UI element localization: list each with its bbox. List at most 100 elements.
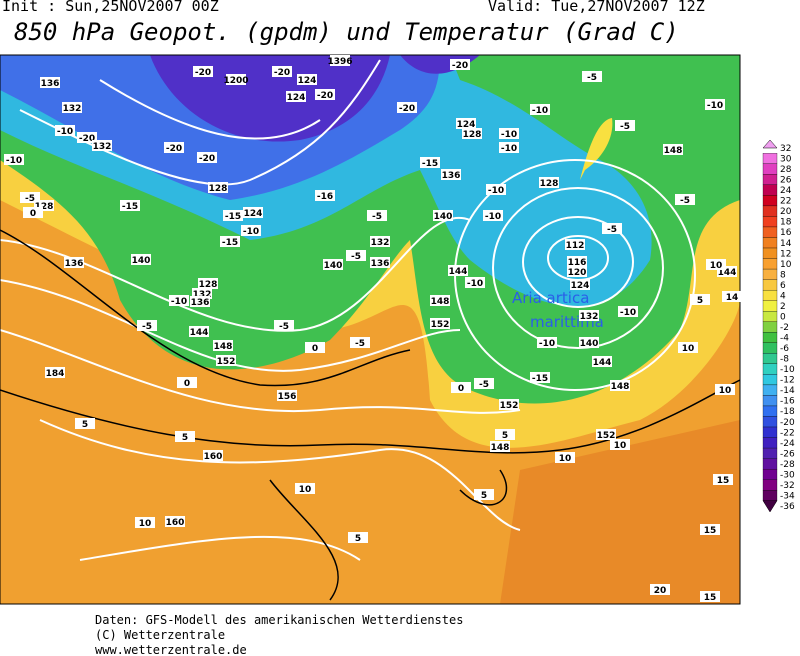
contour-label: -5 [607, 225, 617, 235]
label-box [602, 223, 622, 234]
contour-label: -20 [452, 61, 468, 71]
contour-label: 20 [654, 586, 667, 596]
contour-label: -5 [680, 196, 690, 206]
contour-label: -5 [587, 73, 597, 83]
label-box [277, 390, 297, 401]
label-box [34, 200, 54, 211]
label-box [441, 169, 461, 180]
label-box [350, 337, 370, 348]
colorbar-label: -12 [780, 376, 795, 386]
contour-label: 116 [568, 258, 587, 268]
contour-label: -5 [279, 322, 289, 332]
label-box [433, 210, 453, 221]
colorbar-swatch [762, 458, 778, 470]
colorbar-swatch [762, 353, 778, 365]
contour-label: -16 [317, 192, 333, 202]
contour-label: 112 [566, 241, 585, 251]
colorbar-swatch [762, 416, 778, 428]
contour-label: 140 [434, 212, 453, 222]
colorbar-label: 10 [780, 260, 792, 270]
label-box [537, 337, 557, 348]
contour-label: 10 [614, 441, 627, 451]
label-box [45, 367, 65, 378]
label-box [208, 182, 228, 193]
label-box [610, 380, 630, 391]
label-box [690, 294, 710, 305]
colorbar-swatch [762, 163, 778, 175]
contour-label: 124 [298, 76, 317, 86]
label-box [323, 259, 343, 270]
label-box [241, 225, 261, 236]
label-box [474, 489, 494, 500]
colorbar-label: 32 [780, 144, 791, 154]
valid-time: Valid: Tue,27NOV2007 12Z [488, 0, 705, 15]
contour-label: -5 [355, 339, 365, 349]
label-box [456, 118, 476, 129]
colorbar-swatch [762, 342, 778, 354]
colorbar-swatch [762, 237, 778, 249]
contour-label: 156 [278, 392, 297, 402]
colorbar-swatch [762, 300, 778, 312]
contour-label: 144 [190, 328, 209, 338]
contour-label: 128 [35, 202, 54, 212]
label-box [451, 382, 471, 393]
colorbar-swatch [762, 268, 778, 280]
colorbar-label: -16 [780, 397, 795, 407]
label-box [462, 128, 482, 139]
footer-line: www.wetterzentrale.de [95, 643, 247, 656]
contour-label: 148 [431, 297, 450, 307]
label-box [555, 452, 575, 463]
label-box [20, 192, 40, 203]
contour-label: -10 [485, 212, 501, 222]
contour-label: 136 [191, 298, 210, 308]
contour-label: 10 [299, 485, 312, 495]
label-box [135, 517, 155, 528]
contour-label: 124 [457, 120, 476, 130]
contour-label: -15 [225, 212, 241, 222]
label-box [120, 200, 140, 211]
label-box [175, 431, 195, 442]
colorbar-label: 18 [780, 218, 792, 228]
contour-label: 5 [697, 296, 703, 306]
label-box [678, 342, 698, 353]
label-box [700, 524, 720, 535]
label-box [610, 439, 630, 450]
colorbar-swatch [762, 153, 778, 164]
contour-label: 5 [182, 433, 188, 443]
contour-label: 144 [718, 268, 737, 278]
colorbar-label: -14 [780, 386, 795, 396]
label-box [75, 418, 95, 429]
colorbar-label: 26 [780, 176, 792, 186]
label-box [579, 310, 599, 321]
label-box [346, 250, 366, 261]
label-box [370, 257, 390, 268]
label-box [713, 474, 733, 485]
contour-label: 140 [580, 339, 599, 349]
label-box [216, 355, 236, 366]
colorbar-label: -6 [780, 344, 789, 354]
contour-label: -10 [488, 186, 504, 196]
label-box [722, 291, 742, 302]
colorbar-label: 8 [780, 270, 786, 280]
contour-label: 1200 [223, 76, 248, 86]
contour-label: -10 [501, 130, 517, 140]
contour-label: -5 [372, 212, 382, 222]
contour-label: 128 [463, 130, 482, 140]
contour-label: 124 [244, 209, 263, 219]
label-box [177, 377, 197, 388]
label-box [315, 190, 335, 201]
label-box [55, 125, 75, 136]
label-box [495, 429, 515, 440]
label-box [77, 132, 97, 143]
init-time: Init : Sun,25NOV2007 00Z [2, 0, 219, 15]
label-box [92, 140, 112, 151]
map-frame [0, 54, 741, 605]
contour-label: 152 [597, 431, 616, 441]
label-box [530, 104, 550, 115]
label-box [348, 532, 368, 543]
colorbar-label: -24 [780, 439, 795, 449]
colorbar-swatch [762, 468, 778, 480]
label-box [223, 210, 243, 221]
